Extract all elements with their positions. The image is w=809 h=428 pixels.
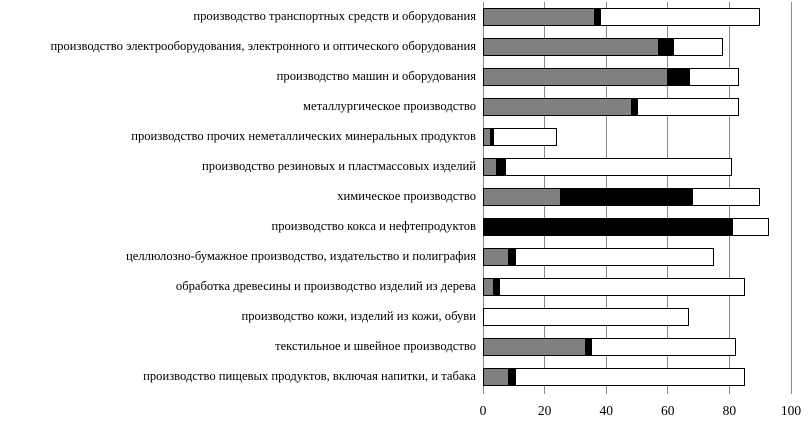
bar-segment-black (658, 39, 674, 55)
bar-area (483, 152, 791, 182)
stacked-bar (483, 188, 761, 206)
bar-segment-gray (484, 39, 659, 55)
bar-segment-gray (484, 69, 668, 85)
stacked-bar (483, 278, 745, 296)
bar-segment-white (590, 339, 735, 355)
bar-area (483, 32, 791, 62)
stacked-bar (483, 8, 761, 26)
chart-row: производство машин и оборудования (0, 62, 809, 92)
category-label: производство прочих неметаллических мине… (131, 129, 476, 144)
x-tick-label: 100 (780, 403, 802, 418)
bar-segment-gray (484, 249, 509, 265)
bar-segment-white (499, 279, 744, 295)
bar-segment-white (636, 99, 738, 115)
bar-segment-gray (484, 129, 490, 145)
bar-rows: производство транспортных средств и обор… (0, 2, 809, 392)
bar-segment-white (492, 129, 556, 145)
chart-row: химическое производство (0, 182, 809, 212)
bar-segment-gray (484, 159, 497, 175)
chart-row: производство кокса и нефтепродуктов (0, 212, 809, 242)
x-tick-label: 0 (479, 403, 487, 418)
stacked-bar (483, 338, 736, 356)
stacked-bar (483, 308, 690, 326)
bar-area (483, 362, 791, 392)
x-tick-label: 60 (661, 403, 675, 418)
bar-segment-black (560, 189, 692, 205)
bar-segment-black (493, 279, 500, 295)
category-label: текстильное и швейное производство (275, 339, 476, 354)
bar-segment-gray (484, 189, 561, 205)
category-label: производство электрооборудования, электр… (50, 39, 476, 54)
bar-segment-white (691, 189, 760, 205)
bar-segment-black (584, 339, 591, 355)
bar-segment-gray (484, 369, 509, 385)
bar-area (483, 2, 791, 32)
stacked-bar (483, 218, 770, 236)
bar-segment-gray (484, 279, 494, 295)
bar-segment-white (505, 159, 732, 175)
bar-area (483, 332, 791, 362)
chart-row: металлургическое производство (0, 92, 809, 122)
bar-area (483, 182, 791, 212)
bar-segment-black (630, 99, 637, 115)
stacked-bar (483, 368, 745, 386)
bar-segment-black (508, 249, 515, 265)
chart-row: производство пищевых продуктов, включая … (0, 362, 809, 392)
x-tick-label: 20 (537, 403, 552, 418)
category-label: производство кожи, изделий из кожи, обув… (241, 309, 476, 324)
bar-segment-gray (484, 339, 585, 355)
chart-row: производство кожи, изделий из кожи, обув… (0, 302, 809, 332)
stacked-bar (483, 248, 714, 266)
x-tick-label: 80 (722, 403, 737, 418)
category-label: производство кокса и нефтепродуктов (271, 219, 476, 234)
bar-segment-black (508, 369, 515, 385)
bar-area (483, 272, 791, 302)
chart-row: производство резиновых и пластмассовых и… (0, 152, 809, 182)
category-label: производство машин и оборудования (276, 69, 476, 84)
bar-segment-black (667, 69, 689, 85)
bar-segment-white (484, 309, 689, 325)
stacked-bar (483, 98, 739, 116)
chart-row: обработка древесины и производство издел… (0, 272, 809, 302)
bar-area (483, 122, 791, 152)
bar-segment-black (489, 129, 493, 145)
bar-area (483, 302, 791, 332)
category-label: производство пищевых продуктов, включая … (143, 369, 476, 384)
stacked-bar (483, 68, 739, 86)
stacked-bar (483, 128, 557, 146)
category-label: целлюлозно-бумажное производство, издате… (126, 249, 476, 264)
category-label: производство резиновых и пластмассовых и… (202, 159, 476, 174)
bar-area (483, 92, 791, 122)
category-label: металлургическое производство (303, 99, 476, 114)
chart-row: производство прочих неметаллических мине… (0, 122, 809, 152)
category-label: химическое производство (337, 189, 476, 204)
chart-row: целлюлозно-бумажное производство, издате… (0, 242, 809, 272)
category-label: производство транспортных средств и обор… (193, 9, 476, 24)
x-tick-label: 40 (599, 403, 613, 418)
bar-segment-white (514, 369, 744, 385)
bar-segment-gray (484, 9, 595, 25)
bar-segment-white (688, 69, 738, 85)
gridline (790, 2, 792, 394)
chart-row: производство электрооборудования, электр… (0, 32, 809, 62)
bar-segment-white (514, 249, 713, 265)
bar-segment-white (673, 39, 723, 55)
bar-segment-black (496, 159, 506, 175)
bar-segment-white (600, 9, 760, 25)
chart-row: производство транспортных средств и обор… (0, 2, 809, 32)
bar-area (483, 212, 791, 242)
bar-segment-black (484, 219, 732, 235)
category-label: обработка древесины и производство издел… (175, 279, 476, 294)
x-axis: 0 20 40 60 80 100 (479, 400, 802, 422)
bar-area (483, 62, 791, 92)
bar-segment-white (731, 219, 769, 235)
stacked-bar (483, 38, 724, 56)
chart-row: текстильное и швейное производство (0, 332, 809, 362)
stacked-bar (483, 158, 733, 176)
bar-segment-black (594, 9, 601, 25)
bar-area (483, 242, 791, 272)
bar-segment-gray (484, 99, 631, 115)
